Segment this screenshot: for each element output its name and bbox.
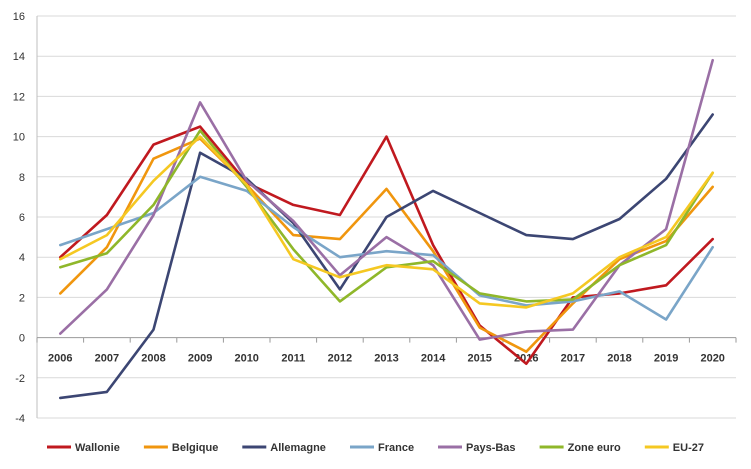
series-line-belgique — [58, 137, 715, 354]
x-tick-label: 2018 — [607, 353, 631, 365]
legend-label: EU-27 — [673, 442, 704, 454]
legend-item: Allemagne — [242, 442, 326, 454]
legend-item: France — [350, 442, 414, 454]
series-lines — [58, 58, 715, 400]
y-tick-label: 16 — [13, 11, 25, 23]
x-tick-label: 2020 — [700, 353, 724, 365]
legend-label: Zone euro — [568, 442, 621, 454]
x-axis-ticks: 2006 2007 2008 2009 2010 2011 2012 2013 2014 2015… — [48, 353, 725, 365]
series-line-allemagne — [58, 113, 715, 400]
y-tick-label: 0 — [19, 333, 25, 345]
y-tick-label: 8 — [19, 172, 25, 184]
series-line-eu-27 — [58, 135, 715, 309]
x-tick-label: 2015 — [467, 353, 491, 365]
y-tick-label: 12 — [13, 91, 25, 103]
legend: Wallonie Belgique Allemagne France Pays-Bas Z… — [47, 442, 704, 454]
series-line-pays-bas — [58, 58, 715, 341]
legend-item: Belgique — [143, 442, 218, 454]
x-tick-label: 2010 — [234, 353, 258, 365]
legend-label: Pays-Bas — [466, 442, 516, 454]
y-tick-label: 2 — [19, 292, 25, 304]
series-line-wallonie — [58, 125, 715, 366]
y-tick-label: -2 — [15, 373, 25, 385]
legend-item: Wallonie — [47, 442, 120, 454]
x-tick-label: 2009 — [188, 353, 212, 365]
y-tick-label: 6 — [19, 212, 25, 224]
x-tick-label: 2017 — [561, 353, 585, 365]
legend-label: Allemagne — [270, 442, 326, 454]
y-axis-ticks: -4 -2 0 2 4 6 8 10 12 14 16 — [13, 11, 25, 425]
x-tick-label: 2007 — [95, 353, 119, 365]
legend-label: Belgique — [172, 442, 218, 454]
legend-item: Zone euro — [539, 442, 621, 454]
x-tick-label: 2019 — [654, 353, 678, 365]
legend-label: France — [378, 442, 414, 454]
x-tick-label: 2006 — [48, 353, 72, 365]
y-tick-label: -4 — [15, 413, 25, 425]
y-tick-label: 14 — [13, 51, 25, 63]
y-tick-label: 4 — [19, 252, 25, 264]
x-tick-label: 2014 — [421, 353, 446, 365]
x-tick-label: 2012 — [328, 353, 352, 365]
y-tick-label: 10 — [13, 132, 25, 144]
x-tick-label: 2011 — [281, 353, 305, 365]
legend-item: EU-27 — [644, 442, 704, 454]
legend-item: Pays-Bas — [438, 442, 516, 454]
x-tick-label: 2008 — [141, 353, 165, 365]
x-tick-label: 2013 — [374, 353, 398, 365]
legend-label: Wallonie — [75, 442, 120, 454]
axes — [36, 16, 737, 418]
series-line-france — [58, 175, 715, 321]
series-line-zone-euro — [58, 129, 715, 303]
